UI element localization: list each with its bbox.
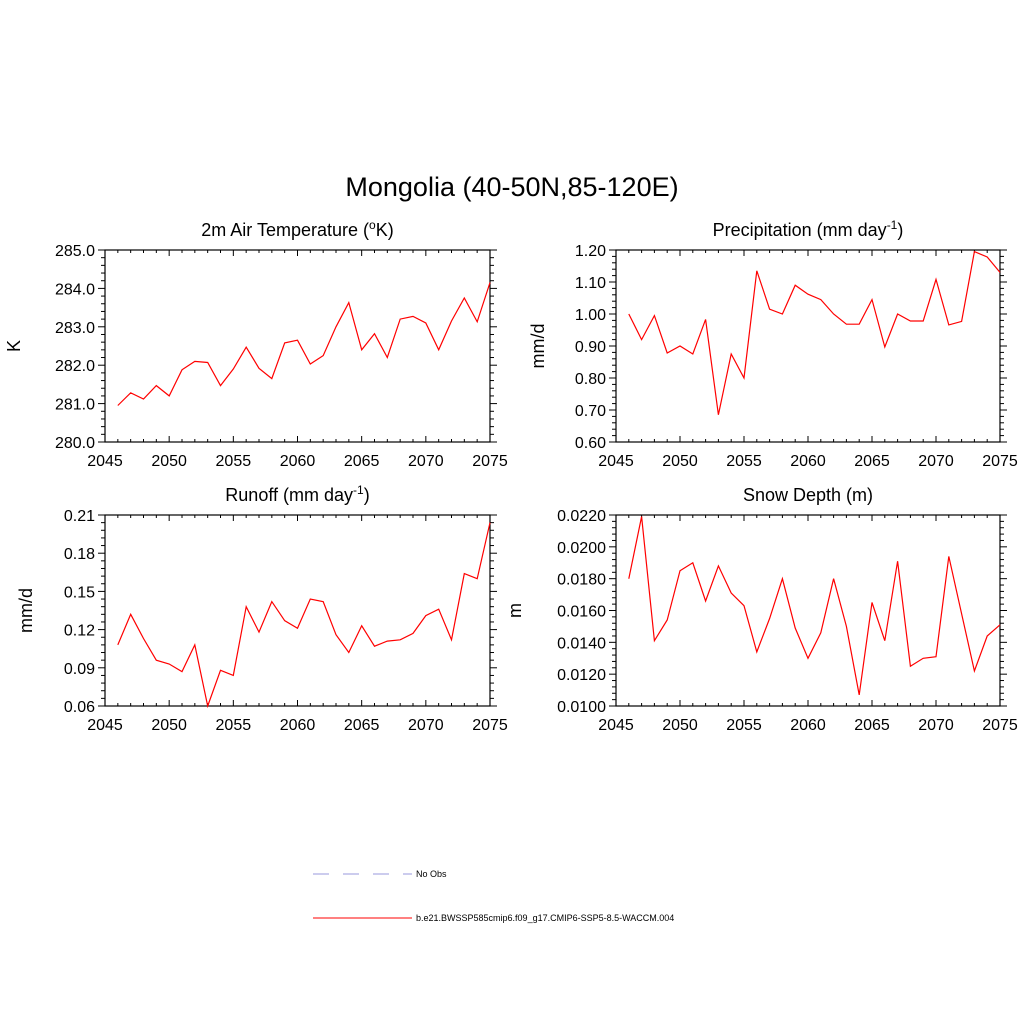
x-tick-label: 2045: [598, 453, 634, 470]
plot-frame: [104, 514, 491, 707]
x-tick-label: 2060: [280, 717, 316, 734]
x-tick-label: 2050: [662, 717, 698, 734]
x-tick-label: 2055: [726, 453, 762, 470]
panel-title: 2m Air Temperature (oK): [201, 218, 393, 240]
y-tick-label: 0.0100: [557, 699, 606, 716]
y-tick-label: 0.0160: [557, 604, 606, 621]
y-tick-label: 0.70: [575, 403, 606, 420]
legend-label-1: No Obs: [416, 869, 447, 879]
panel-title: Runoff (mm day-1): [225, 483, 369, 505]
y-tick-label: 0.21: [64, 508, 95, 525]
chart-panel-2: 2045 2050 2055 2060 2065 2070 2075 0.60 0.70 0.80…: [528, 218, 1018, 470]
x-tick-label: 2045: [87, 453, 123, 470]
y-axis-label: mm/d: [528, 324, 548, 369]
x-tick-label: 2070: [918, 717, 954, 734]
x-tick-label: 2075: [472, 453, 508, 470]
x-tick-label: 2065: [854, 717, 890, 734]
series-line: [628, 250, 1001, 415]
x-tick-label: 2065: [854, 453, 890, 470]
plot-frame: [615, 249, 1001, 443]
x-tick-label: 2070: [918, 453, 954, 470]
x-tick-label: 2055: [216, 717, 252, 734]
y-tick-label: 285.0: [55, 243, 95, 260]
x-tick-label: 2050: [151, 453, 187, 470]
y-axis-label: K: [4, 340, 24, 352]
y-tick-label: 281.0: [55, 397, 95, 414]
panel-title: Snow Depth (m): [743, 485, 873, 505]
panel-title: Precipitation (mm day-1): [713, 218, 904, 240]
chart-panel-3: 2045 2050 2055 2060 2065 2070 2075 0.06 0.09 0.12…: [16, 483, 508, 734]
legend-label-2: b.e21.BWSSP585cmip6.f09_g17.CMIP6-SSP5-8…: [416, 913, 674, 923]
y-tick-label: 280.0: [55, 435, 95, 452]
x-tick-label: 2050: [662, 453, 698, 470]
x-tick-label: 2050: [151, 717, 187, 734]
series-line: [628, 516, 1001, 696]
series-line: [117, 522, 491, 709]
series-line: [117, 282, 491, 406]
x-tick-label: 2075: [472, 717, 508, 734]
y-tick-label: 0.15: [64, 584, 95, 601]
y-tick-label: 0.12: [64, 623, 95, 640]
x-tick-label: 2055: [726, 717, 762, 734]
y-tick-label: 0.09: [64, 661, 95, 678]
y-axis-label: m: [505, 603, 525, 618]
x-tick-label: 2060: [280, 453, 316, 470]
x-tick-label: 2065: [344, 453, 380, 470]
panels: 2045 2050 2055 2060 2065 2070 2075 280.0 281.0 28…: [4, 218, 1018, 734]
y-tick-label: 0.80: [575, 371, 606, 388]
y-tick-label: 0.18: [64, 546, 95, 563]
main-title: Mongolia (40-50N,85-120E): [345, 172, 678, 202]
y-tick-label: 0.90: [575, 339, 606, 356]
y-tick-label: 0.0180: [557, 572, 606, 589]
y-axis-label: mm/d: [16, 588, 36, 633]
x-tick-label: 2055: [216, 453, 252, 470]
x-tick-label: 2070: [408, 453, 444, 470]
y-tick-label: 1.00: [575, 307, 606, 324]
y-tick-label: 1.20: [575, 243, 606, 260]
y-tick-label: 283.0: [55, 320, 95, 337]
x-tick-label: 2075: [982, 453, 1018, 470]
x-tick-label: 2045: [87, 717, 123, 734]
y-tick-label: 0.0140: [557, 635, 606, 652]
y-tick-label: 0.06: [64, 699, 95, 716]
x-tick-label: 2045: [598, 717, 634, 734]
y-tick-label: 0.0220: [557, 508, 606, 525]
x-tick-label: 2065: [344, 717, 380, 734]
y-tick-label: 0.0200: [557, 540, 606, 557]
y-tick-label: 0.60: [575, 435, 606, 452]
legend: No Obs b.e21.BWSSP585cmip6.f09_g17.CMIP6-…: [313, 869, 674, 923]
chart-panel-1: 2045 2050 2055 2060 2065 2070 2075 280.0 281.0 28…: [4, 218, 508, 470]
x-tick-label: 2060: [790, 717, 826, 734]
y-tick-label: 284.0: [55, 281, 95, 298]
y-tick-label: 282.0: [55, 358, 95, 375]
y-tick-label: 1.10: [575, 275, 606, 292]
x-tick-label: 2060: [790, 453, 826, 470]
y-tick-label: 0.0120: [557, 667, 606, 684]
x-tick-label: 2075: [982, 717, 1018, 734]
plot-frame: [104, 249, 491, 443]
x-tick-label: 2070: [408, 717, 444, 734]
chart-panel-4: 2045 2050 2055 2060 2065 2070 2075 0.0100 0.0120…: [505, 485, 1018, 734]
